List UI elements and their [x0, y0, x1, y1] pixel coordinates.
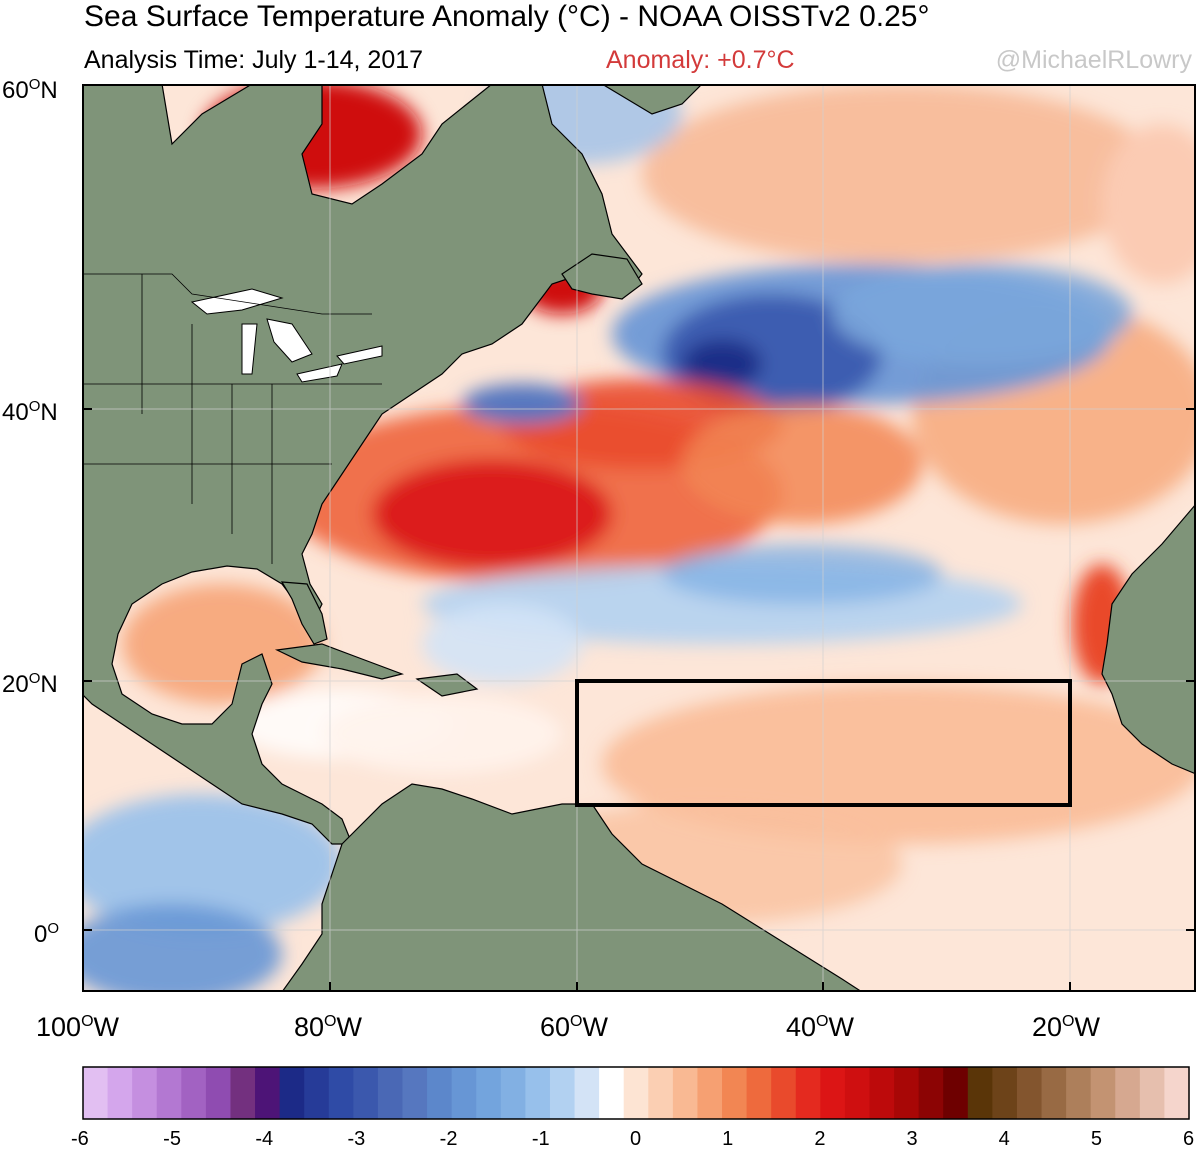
colorbar-swatch: [1090, 1067, 1116, 1119]
colorbar-swatch: [869, 1067, 895, 1119]
colorbar-tick-label: 6: [1183, 1128, 1195, 1150]
colorbar-swatch: [746, 1067, 772, 1119]
colorbar-swatch: [328, 1067, 354, 1119]
hispaniola: [415, 673, 479, 697]
colorbar-tick-label: 5: [1090, 1128, 1102, 1150]
map-ticks: [82, 408, 1196, 992]
colorbar-swatch: [402, 1067, 428, 1119]
colorbar-swatch: [1164, 1067, 1190, 1119]
colorbar-swatch: [83, 1067, 109, 1119]
colorbar-swatch: [894, 1067, 920, 1119]
colorbar-swatch: [1115, 1067, 1141, 1119]
great-lakes: [190, 288, 383, 383]
colorbar-swatch: [156, 1067, 182, 1119]
colorbar-swatch: [525, 1067, 551, 1119]
colorbar-swatch: [107, 1067, 133, 1119]
colorbar-swatch: [1066, 1067, 1092, 1119]
colorbar-swatch: [623, 1067, 649, 1119]
lat-label-0: 0O: [34, 920, 60, 948]
colorbar-swatch: [353, 1067, 379, 1119]
colorbar-swatch: [648, 1067, 674, 1119]
credit-handle: @MichaelRLowry: [995, 46, 1192, 74]
colorbar-tick-label: 3: [906, 1128, 918, 1150]
newfoundland: [561, 253, 643, 300]
colorbar-swatch: [427, 1067, 453, 1119]
colorbar-tick-label: -4: [255, 1128, 274, 1150]
lon-label-20w: 20OW: [1032, 1012, 1100, 1042]
africa: [1101, 503, 1196, 775]
colorbar-swatch: [795, 1067, 821, 1119]
anomaly-value: Anomaly: +0.7°C: [606, 46, 795, 74]
colorbar-frame: [82, 1066, 1190, 1120]
colorbar-swatch: [722, 1067, 748, 1119]
map-frame: [82, 84, 1196, 992]
colorbar-swatch: [304, 1067, 330, 1119]
lon-label-40w: 40OW: [786, 1012, 854, 1042]
chart-title: Sea Surface Temperature Anomaly (°C) - N…: [84, 0, 930, 33]
main-development-region-box: [575, 679, 1072, 807]
colorbar-swatch: [279, 1067, 305, 1119]
colorbar-swatch: [181, 1067, 207, 1119]
colorbar-tick-label: -2: [439, 1128, 458, 1150]
colorbar-swatch: [943, 1067, 969, 1119]
colorbar-swatch: [918, 1067, 944, 1119]
colorbar-swatch: [599, 1067, 625, 1119]
colorbar-swatch: [205, 1067, 232, 1119]
lon-label-60w: 60OW: [540, 1012, 608, 1042]
lat-label-20: 20ON: [2, 670, 58, 698]
colorbar-swatch: [992, 1067, 1018, 1119]
colorbar-swatch: [230, 1067, 256, 1119]
lon-label-80w: 80OW: [294, 1012, 362, 1042]
colorbar-swatch: [967, 1067, 993, 1119]
colorbar-swatch: [574, 1067, 600, 1119]
colorbar-tick-label: -1: [531, 1128, 550, 1150]
colorbar-swatch: [1139, 1067, 1166, 1119]
colorbar-swatch: [1016, 1067, 1043, 1119]
colorbar-tick-label: -3: [347, 1128, 366, 1150]
colorbar-swatch: [1041, 1067, 1067, 1119]
sst-anomaly-map: [82, 84, 1196, 992]
colorbar-tick-label: -6: [71, 1128, 89, 1150]
colorbar-swatch: [549, 1067, 576, 1119]
colorbar-tick-label: 1: [722, 1128, 734, 1150]
colorbar-swatch: [820, 1067, 846, 1119]
colorbar-tick-label: -5: [163, 1128, 181, 1150]
florida: [280, 581, 328, 645]
colorbar-swatch: [672, 1067, 699, 1119]
colorbar-tick-label: 0: [630, 1128, 642, 1150]
colorbar-swatch: [255, 1067, 281, 1119]
lon-label-100w: 100OW: [36, 1012, 119, 1042]
colorbar-swatch: [500, 1067, 526, 1119]
colorbar: [82, 1066, 1190, 1120]
colorbar-tick-label: 4: [998, 1128, 1010, 1150]
lat-label-60: 60ON: [2, 76, 58, 104]
greenland-tip: [600, 84, 703, 115]
colorbar-tick-label: 2: [814, 1128, 826, 1150]
colorbar-swatch: [697, 1067, 723, 1119]
anomaly-field: [82, 84, 1196, 992]
colorbar-swatch: [844, 1067, 871, 1119]
analysis-time: Analysis Time: July 1-14, 2017: [84, 46, 424, 74]
lat-label-40: 40ON: [2, 398, 58, 426]
cuba: [274, 643, 405, 680]
colorbar-swatch: [377, 1067, 404, 1119]
colorbar-swatch: [476, 1067, 502, 1119]
colorbar-swatch: [132, 1067, 158, 1119]
south-america: [281, 783, 864, 992]
colorbar-swatch: [451, 1067, 477, 1119]
colorbar-swatch: [771, 1067, 797, 1119]
land-masses: [82, 84, 1196, 992]
